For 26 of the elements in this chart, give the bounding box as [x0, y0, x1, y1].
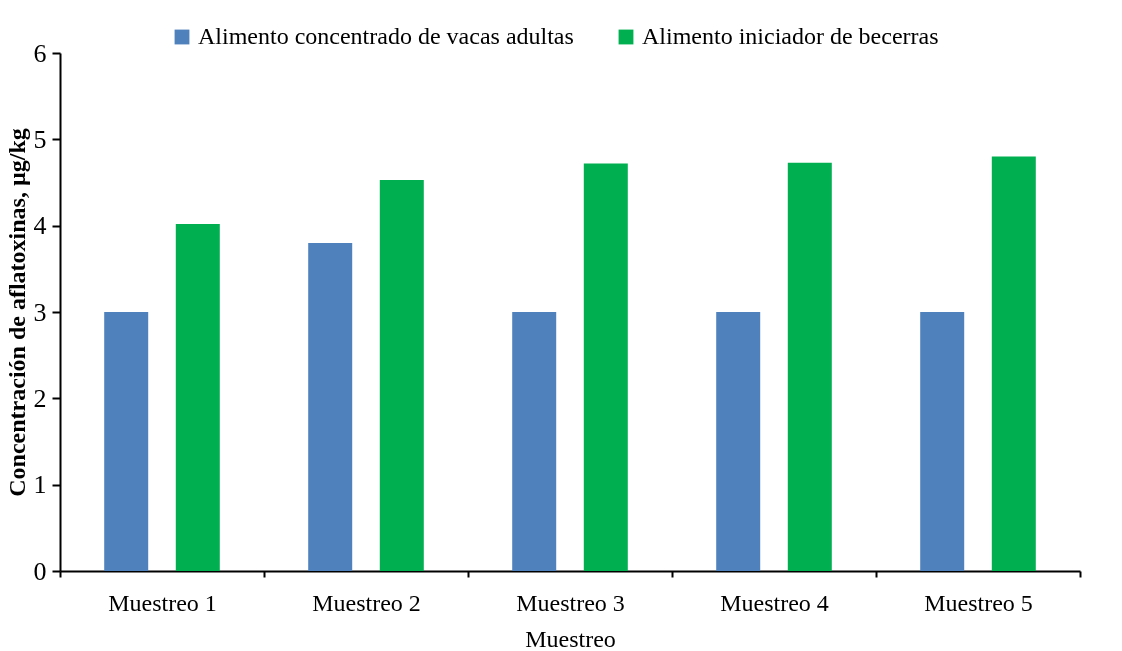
bar: [175, 223, 220, 571]
legend-label: Alimento concentrado de vacas adultas: [198, 23, 574, 49]
y-tick-label: 0: [33, 556, 47, 586]
y-axis-title: Concentración de aflatoxinas, µg/kg: [3, 128, 30, 497]
x-tick-label: Muestreo 4: [720, 589, 829, 616]
x-tick-label: Muestreo 1: [108, 589, 217, 616]
bar: [787, 162, 832, 571]
y-tick-label: 2: [33, 383, 47, 413]
y-tick-label: 6: [33, 38, 47, 68]
y-tick-label: 1: [33, 470, 47, 500]
bar: [512, 312, 557, 571]
bar: [991, 156, 1036, 571]
bar: [716, 312, 761, 571]
bar: [920, 312, 965, 571]
x-tick-label: Muestreo 2: [312, 589, 421, 616]
x-axis-title: Muestreo: [525, 625, 616, 651]
y-tick-label: 4: [33, 211, 47, 241]
bar: [379, 179, 424, 571]
y-tick-label: 5: [33, 124, 47, 154]
x-tick-label: Muestreo 3: [516, 589, 625, 616]
bar: [104, 312, 149, 571]
bar: [583, 163, 628, 571]
x-tick-label: Muestreo 5: [924, 589, 1033, 616]
y-tick-label: 3: [33, 297, 47, 327]
bar: [308, 242, 353, 571]
legend-label: Alimento iniciador de becerras: [642, 23, 939, 49]
